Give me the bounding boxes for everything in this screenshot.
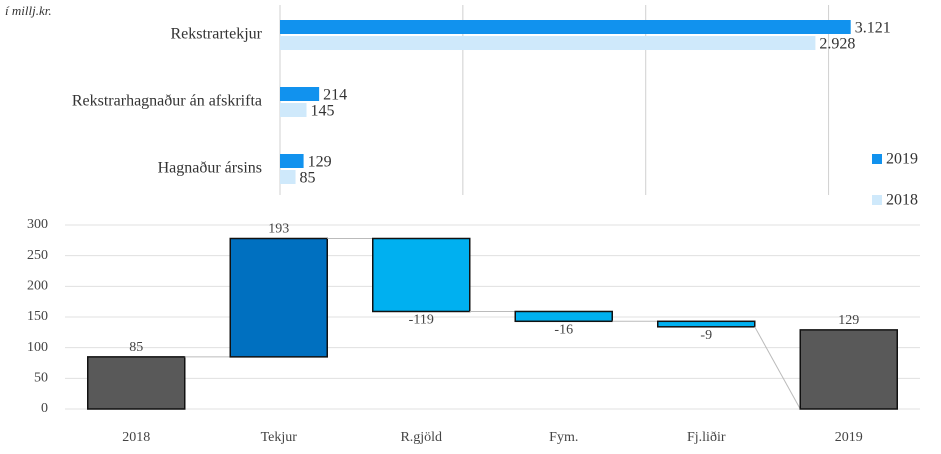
category-label: Rekstrartekjur [170, 26, 262, 43]
value-label: -16 [554, 323, 573, 338]
y-tick-label: 200 [27, 279, 48, 294]
bar [280, 20, 851, 34]
bar [280, 36, 816, 50]
y-tick-label: 0 [41, 401, 48, 416]
y-tick-label: 50 [34, 371, 48, 386]
category-label: Rekstrarhagnaður án afskrifta [72, 93, 262, 110]
bar [229, 237, 328, 358]
bar [280, 87, 320, 101]
annotation: í millj.kr. [5, 3, 52, 18]
value-label: 2.928 [819, 36, 855, 53]
value-label: -9 [700, 328, 712, 343]
x-tick-label: 2019 [835, 430, 863, 445]
y-tick-label: 300 [27, 217, 48, 232]
value-label: 85 [300, 170, 316, 187]
bar [514, 310, 613, 323]
x-tick-label: Tekjur [261, 430, 298, 445]
bar [657, 320, 756, 328]
bar [87, 356, 186, 410]
value-label: 129 [308, 154, 332, 171]
value-label: 145 [311, 103, 335, 120]
category-label: Hagnaður ársins [158, 160, 262, 177]
bar [280, 170, 296, 184]
value-label: 193 [268, 222, 289, 237]
bar [799, 329, 898, 410]
bar [280, 154, 304, 168]
legend-label: 2018 [886, 192, 918, 209]
x-tick-label: Fym. [549, 430, 578, 445]
value-label: 85 [129, 340, 143, 355]
legend-label: 2019 [886, 151, 918, 168]
x-tick-label: R.gjöld [400, 430, 442, 445]
x-tick-label: 2018 [122, 430, 150, 445]
connector [754, 326, 801, 410]
legend-swatch [872, 154, 882, 164]
bar [280, 103, 307, 117]
value-label: -119 [409, 313, 434, 328]
y-tick-label: 150 [27, 309, 48, 324]
y-tick-label: 100 [27, 340, 48, 355]
bar [372, 237, 471, 313]
y-tick-label: 250 [27, 248, 48, 263]
value-label: 129 [838, 313, 859, 328]
value-label: 214 [323, 87, 347, 104]
value-label: 3.121 [855, 20, 891, 37]
legend-swatch [872, 195, 882, 205]
x-tick-label: Fj.liðir [687, 430, 726, 445]
